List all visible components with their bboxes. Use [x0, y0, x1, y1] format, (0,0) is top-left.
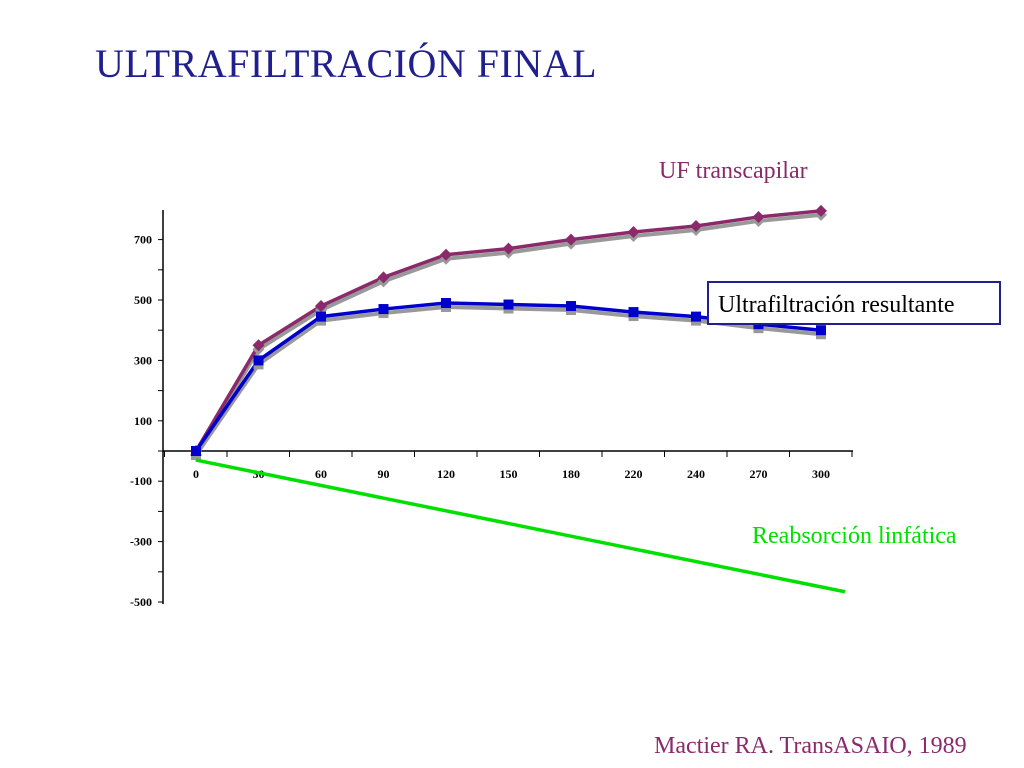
data-point-square: [566, 301, 576, 312]
x-tick-label: 180: [562, 467, 580, 481]
chart-series: [190, 204, 846, 594]
data-point-diamond: [690, 220, 702, 233]
data-point-diamond: [377, 271, 390, 284]
x-tick-label: 270: [750, 467, 768, 481]
data-point-square: [316, 311, 326, 322]
data-point-square: [628, 307, 639, 318]
x-tick-label: 240: [687, 467, 705, 481]
data-point-diamond: [627, 226, 640, 239]
y-tick-label: 500: [134, 293, 152, 307]
series-label-reabsorcion-linfatica: Reabsorción linfática: [752, 523, 957, 549]
slide-title: ULTRAFILTRACIÓN FINAL: [95, 41, 598, 86]
series-line-reabsorcion: [195, 458, 846, 594]
data-point-square: [378, 304, 389, 315]
data-point-diamond: [502, 242, 515, 255]
chart-axes: [162, 210, 853, 604]
data-point-square: [503, 299, 514, 310]
data-point-square: [816, 325, 826, 336]
data-point-square: [191, 446, 201, 456]
x-tick-label: 220: [625, 467, 643, 481]
series-label-uf-transcapilar: UF transcapilar: [659, 158, 808, 184]
y-tick-label: -300: [130, 535, 152, 549]
x-tick-label: 90: [378, 467, 390, 481]
series-3: [195, 458, 846, 594]
x-tick-label: 60: [315, 467, 327, 481]
x-tick-label: 300: [812, 467, 830, 481]
x-tick-label: 0: [193, 467, 199, 481]
data-point-diamond: [815, 204, 827, 217]
chart-series-labels: UF transcapilar Ultrafiltración resultan…: [659, 158, 1001, 549]
y-tick-label: 300: [134, 353, 152, 367]
data-point-diamond: [440, 248, 452, 261]
data-point-diamond: [315, 300, 327, 313]
citation: Mactier RA. TransASAIO, 1989: [654, 733, 967, 759]
x-tick-label: 120: [437, 467, 455, 481]
y-tick-label: -100: [130, 474, 152, 488]
y-tick-label: 100: [134, 414, 152, 428]
series-label-box-resultante: [707, 281, 1001, 325]
chart-ticks: 700500300100-100-300-5000306090120150180…: [130, 233, 853, 609]
data-point-diamond: [565, 233, 577, 246]
data-point-square: [253, 355, 264, 366]
y-tick-label: -500: [130, 595, 152, 609]
series-1: [190, 204, 827, 461]
x-tick-label: 150: [500, 467, 518, 481]
y-tick-label: 700: [134, 233, 152, 247]
data-point-diamond: [252, 339, 265, 352]
data-point-square: [691, 311, 701, 322]
data-point-square: [441, 298, 451, 309]
series-label-ultrafiltracion-resultante: Ultrafiltración resultante: [718, 292, 955, 318]
data-point-diamond: [752, 210, 765, 223]
